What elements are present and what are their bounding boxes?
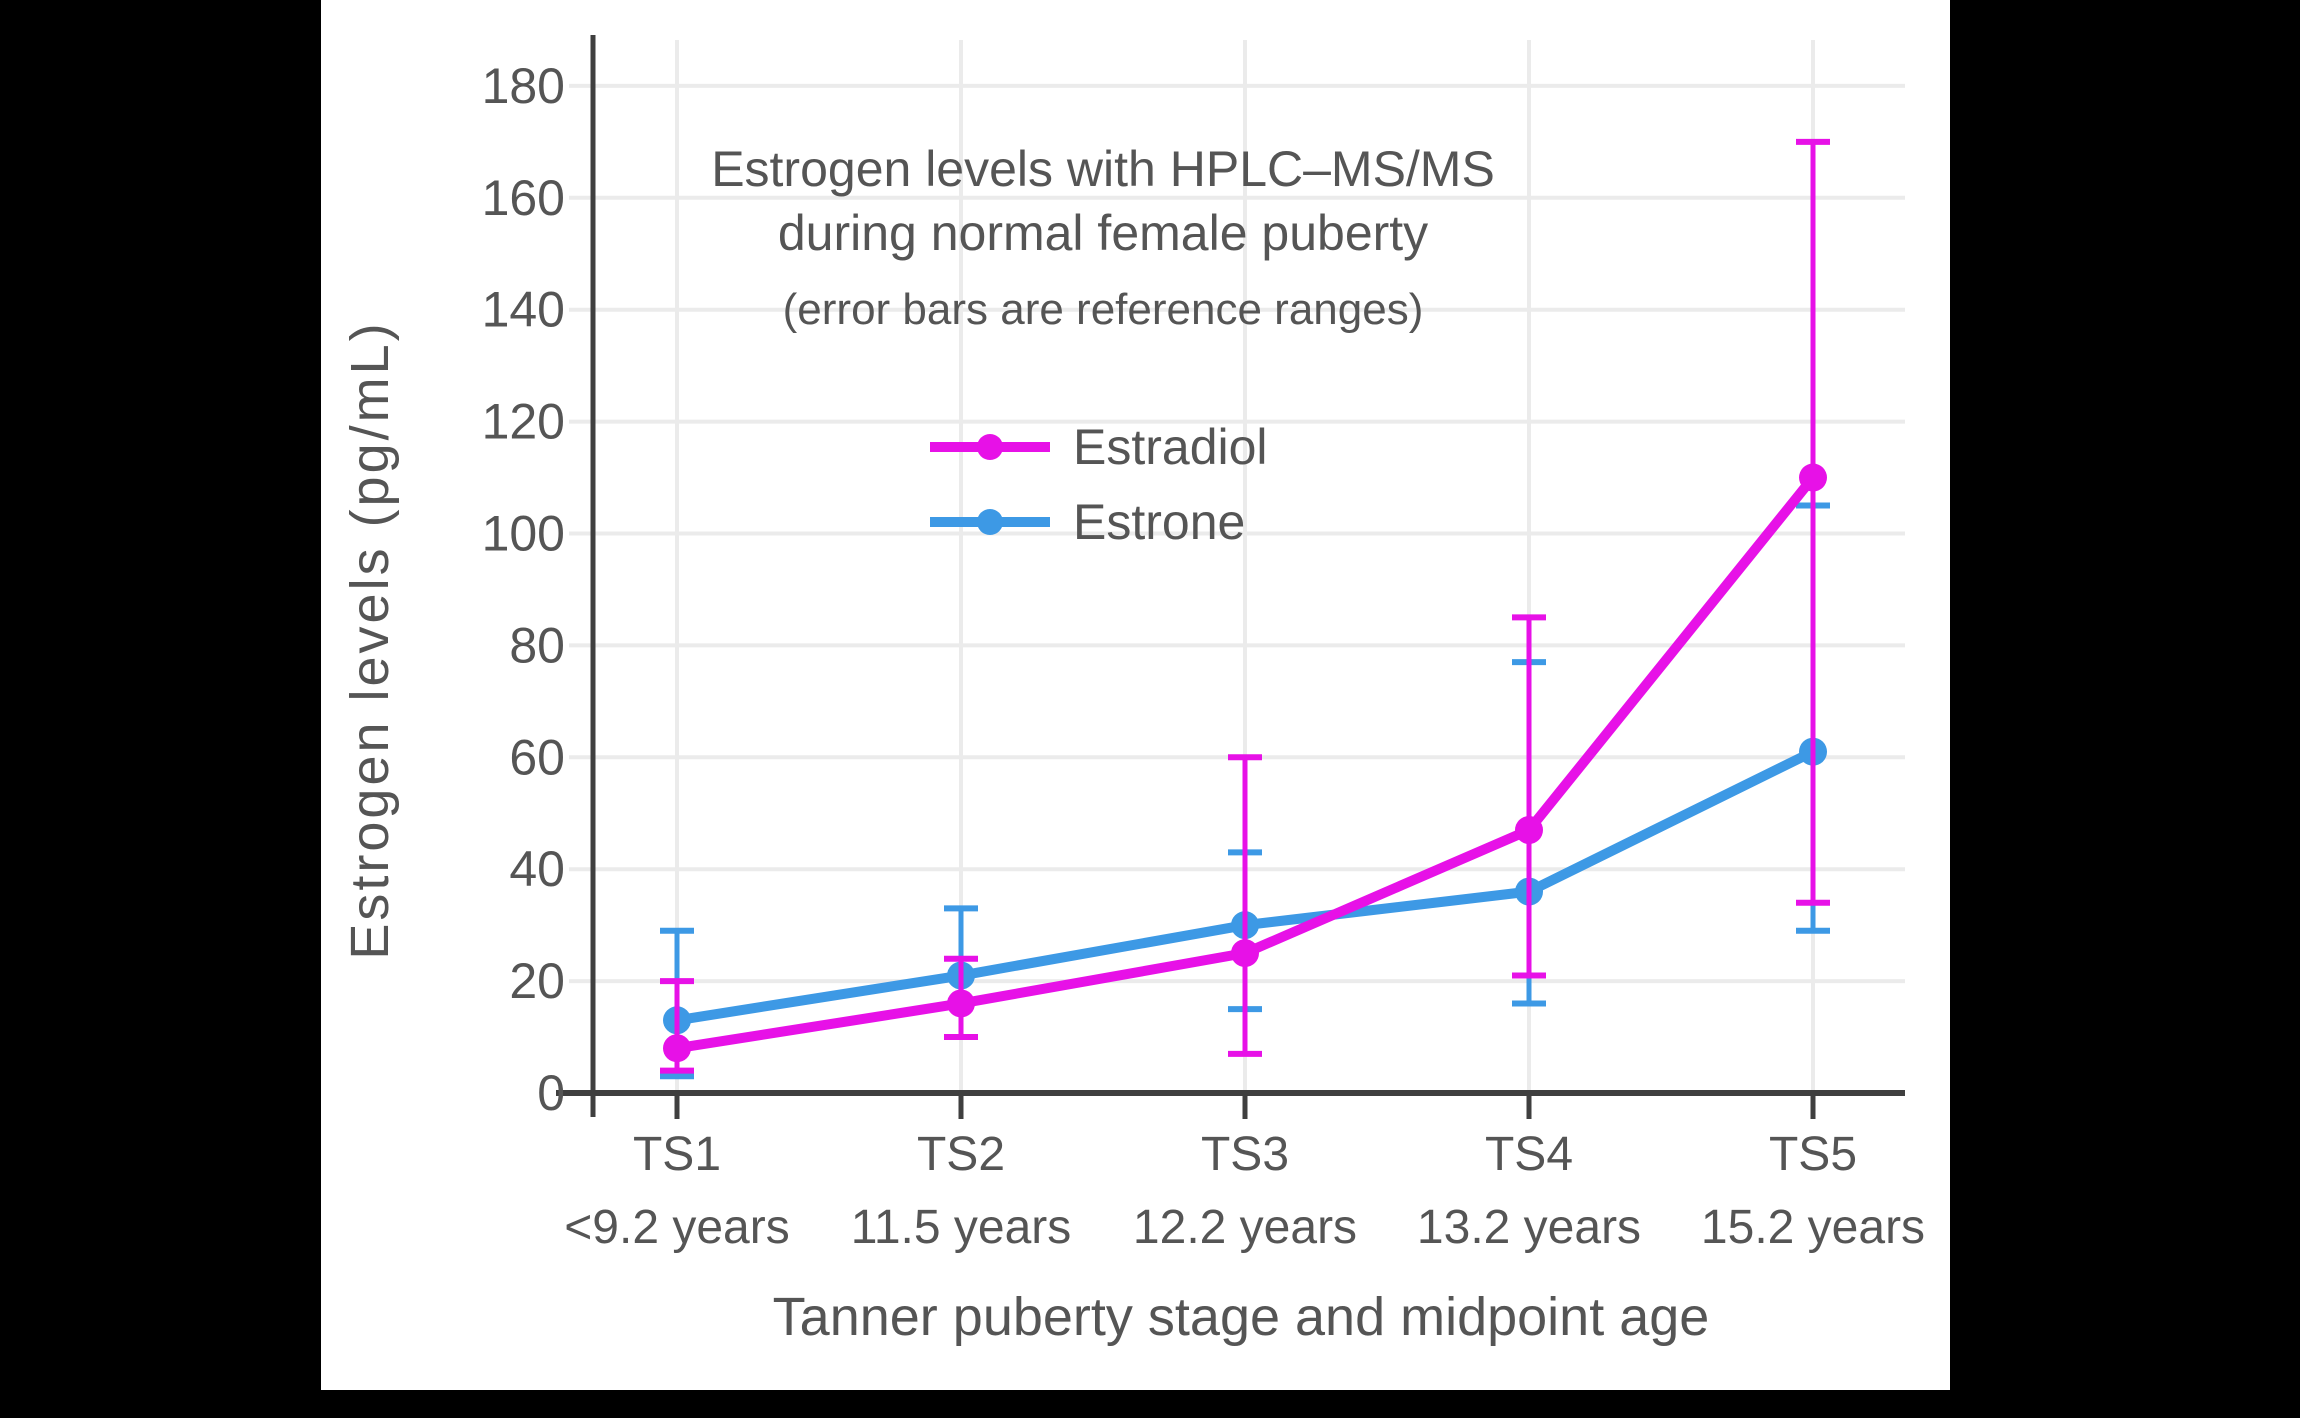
chart-subtitle: (error bars are reference ranges) xyxy=(783,285,1424,334)
legend-label-estrone: Estrone xyxy=(1073,494,1245,550)
y-tick-label: 180 xyxy=(482,58,565,114)
x-tick-label-age: 11.5 years xyxy=(851,1201,1072,1254)
x-tick-label-stage: TS5 xyxy=(1769,1128,1857,1181)
x-tick-label-stage: TS1 xyxy=(633,1128,721,1181)
data-point-estradiol-ts1 xyxy=(663,1034,691,1063)
legend-label-estradiol: Estradiol xyxy=(1073,419,1268,475)
y-tick-label: 120 xyxy=(482,394,565,450)
y-tick-label: 60 xyxy=(509,729,565,785)
chart-panel: 0 20 40 60 80 100 120 140 160 180 TS1 <9.2 years TS2… xyxy=(321,0,1950,1390)
legend-marker-estrone xyxy=(977,509,1003,535)
chart-title-line2: during normal female puberty xyxy=(778,205,1428,261)
x-tick-label-age: 12.2 years xyxy=(1133,1201,1357,1254)
y-tick-label: 140 xyxy=(482,282,565,338)
chart-svg: 0 20 40 60 80 100 120 140 160 180 TS1 <9.2 years TS2… xyxy=(340,35,1925,1347)
data-point-estradiol-ts4 xyxy=(1515,816,1543,845)
chart-title-line1: Estrogen levels with HPLC–MS/MS xyxy=(711,141,1495,197)
x-axis-title: Tanner puberty stage and midpoint age xyxy=(773,1287,1710,1347)
y-tick-label: 160 xyxy=(482,170,565,226)
x-tick-label-age: 15.2 years xyxy=(1701,1201,1925,1254)
y-tick-label: 80 xyxy=(509,617,565,673)
y-tick-label: 100 xyxy=(482,506,565,562)
y-tick-label: 20 xyxy=(509,953,565,1009)
data-point-estradiol-ts5 xyxy=(1799,463,1827,492)
legend-marker-estradiol xyxy=(977,434,1003,460)
y-axis-title: Estrogen levels (pg/mL) xyxy=(340,320,400,959)
y-tick-label: 40 xyxy=(509,841,565,897)
data-point-estradiol-ts2 xyxy=(947,989,975,1018)
y-tick-label: 0 xyxy=(537,1065,565,1121)
x-tick-label-age: 13.2 years xyxy=(1417,1201,1641,1254)
x-tick-label-stage: TS3 xyxy=(1201,1128,1289,1181)
x-tick-label-stage: TS4 xyxy=(1485,1128,1573,1181)
x-tick-label-stage: TS2 xyxy=(917,1128,1005,1181)
x-tick-label-age: <9.2 years xyxy=(564,1201,789,1254)
data-point-estradiol-ts3 xyxy=(1231,939,1259,968)
